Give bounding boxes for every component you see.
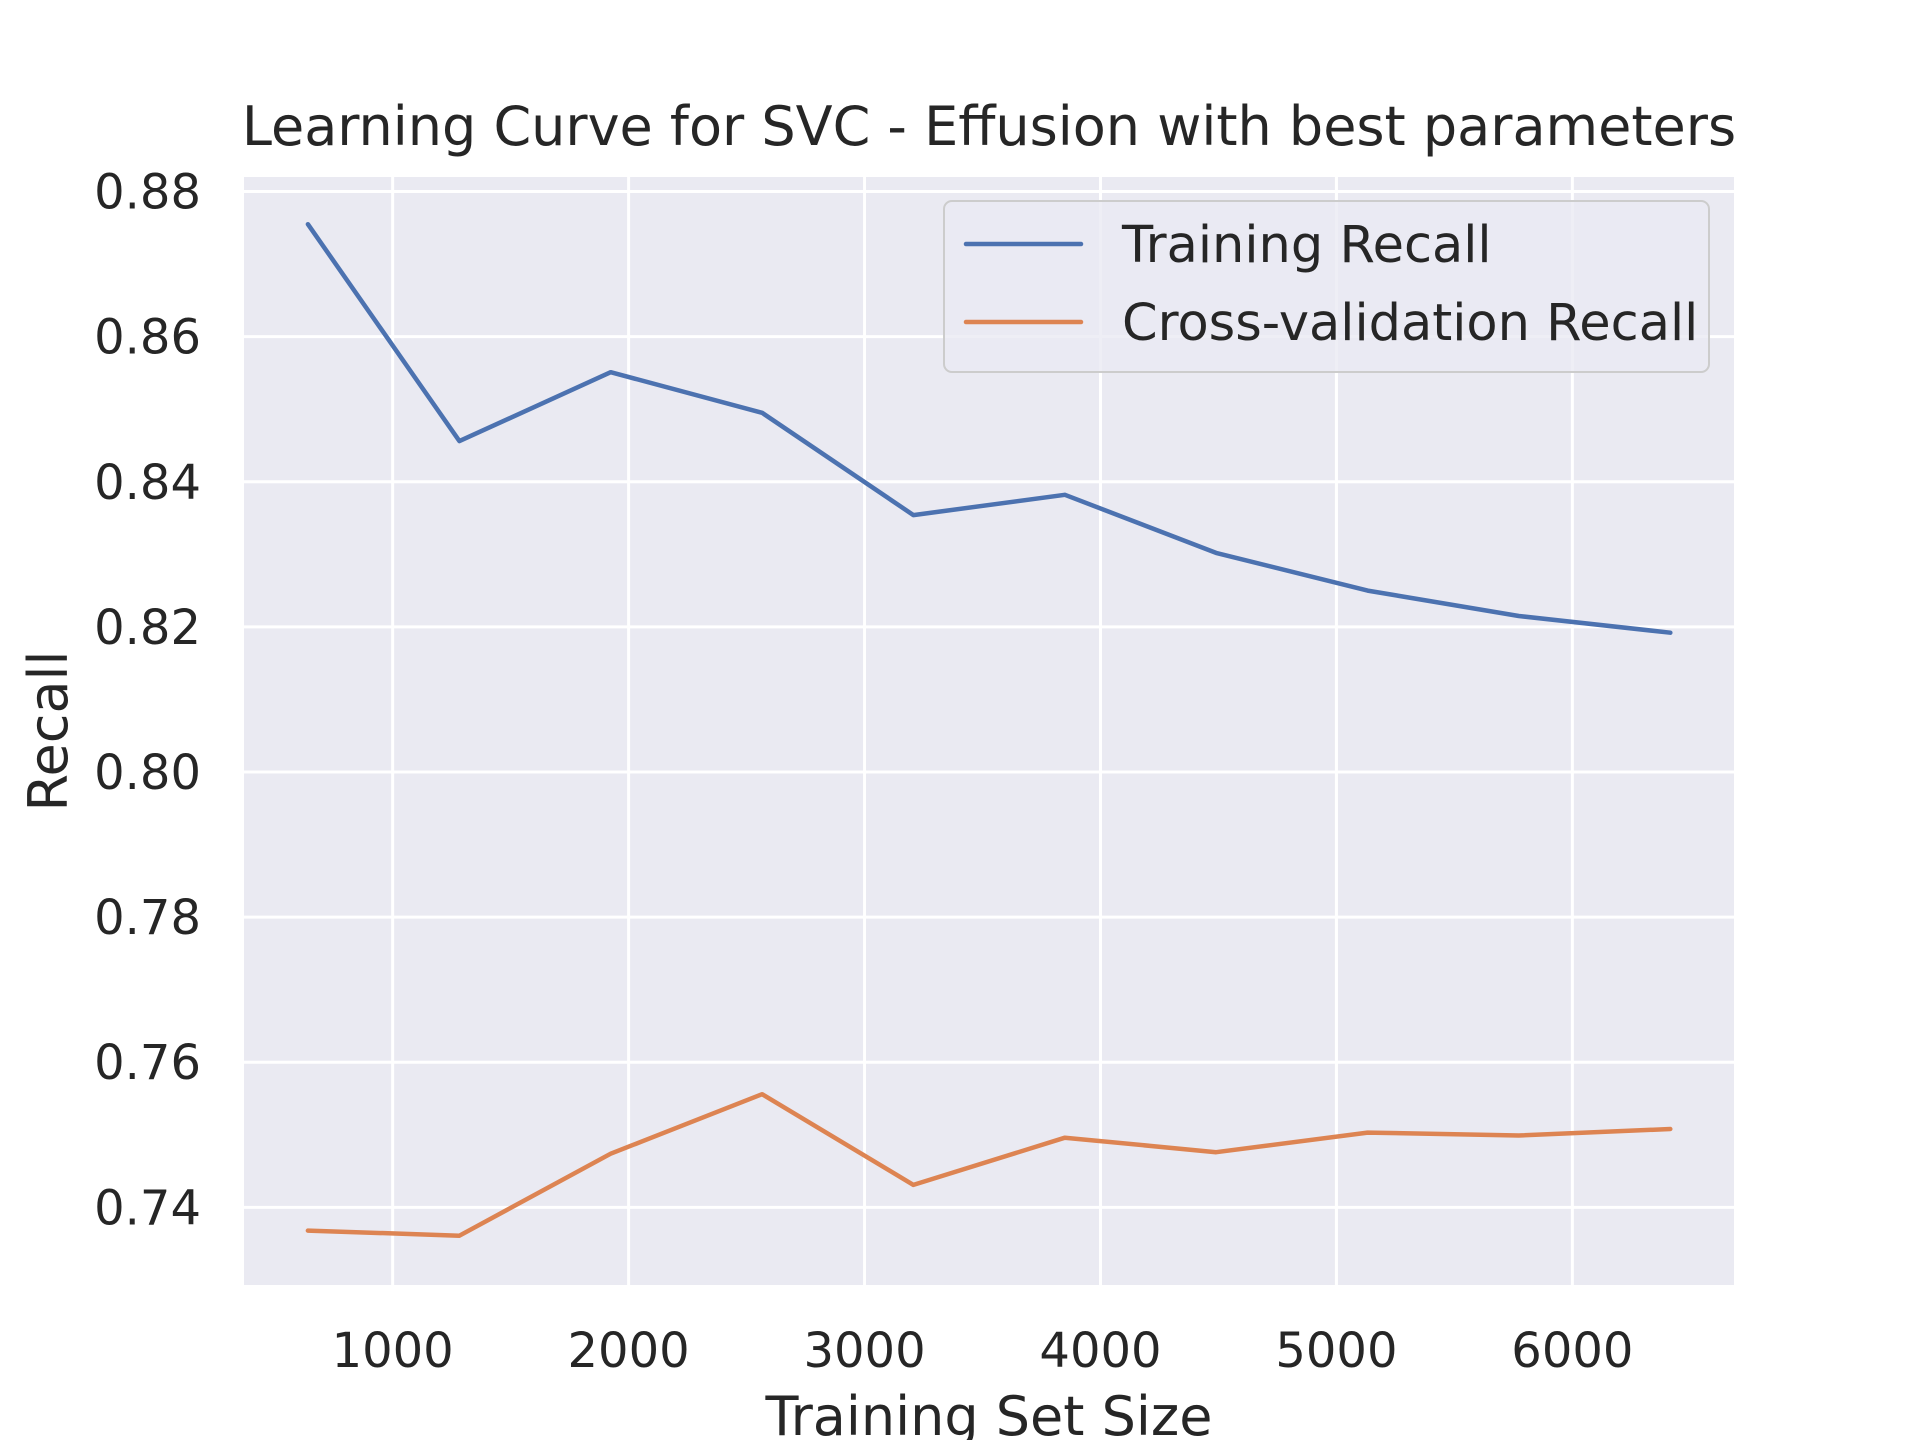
y-tick-labels: 0.74 0.76 0.78 0.80 0.82 0.84 0.86 0.88	[94, 165, 201, 1237]
y-tick-label: 0.82	[94, 600, 201, 656]
legend-label-training-recall: Training Recall	[1121, 216, 1492, 275]
y-tick-label: 0.80	[94, 745, 201, 801]
x-tick-labels: 1000 2000 3000 4000 5000 6000	[332, 1323, 1634, 1379]
y-tick-label: 0.88	[94, 165, 201, 221]
legend-label-cross-validation-recall: Cross-validation Recall	[1122, 294, 1698, 353]
x-tick-label: 3000	[803, 1323, 925, 1379]
y-tick-label: 0.78	[94, 890, 201, 946]
x-tick-label: 5000	[1275, 1323, 1397, 1379]
y-tick-label: 0.74	[94, 1180, 201, 1236]
y-tick-label: 0.84	[94, 455, 201, 511]
x-tick-label: 1000	[332, 1323, 454, 1379]
grid-lines	[244, 177, 1734, 1285]
x-tick-label: 6000	[1511, 1323, 1633, 1379]
series-lines	[305, 221, 1673, 1238]
cross-validation-recall-line	[305, 1091, 1673, 1238]
legend-box	[943, 200, 1710, 373]
y-tick-label: 0.86	[94, 310, 201, 366]
y-tick-label: 0.76	[94, 1035, 201, 1091]
x-axis-label: Training Set Size	[765, 1385, 1213, 1440]
x-tick-label: 4000	[1039, 1323, 1161, 1379]
y-axis-label: Recall	[17, 650, 80, 811]
chart-title: Learning Curve for SVC - Effusion with b…	[242, 95, 1736, 158]
training-recall-line	[305, 221, 1673, 635]
x-tick-label: 2000	[568, 1323, 690, 1379]
legend: Training Recall Cross-validation Recall	[943, 200, 1710, 373]
